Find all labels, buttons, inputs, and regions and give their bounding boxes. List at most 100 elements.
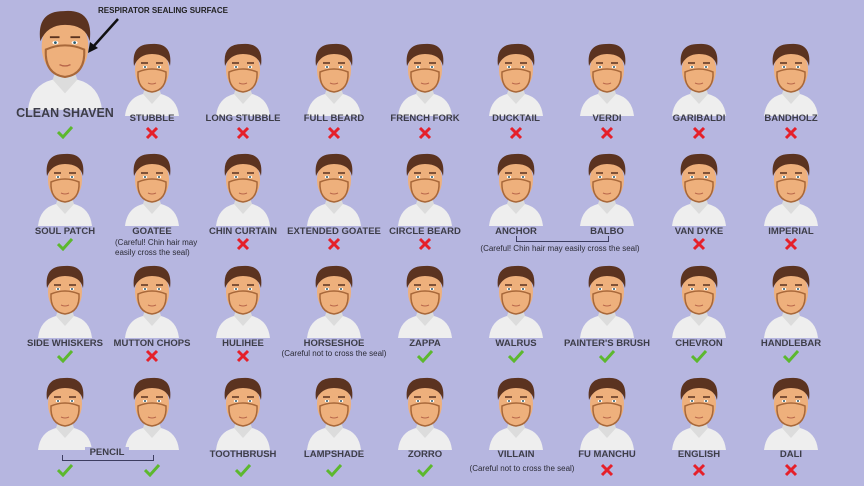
- horseshoe-note: (Careful not to cross the seal): [281, 349, 387, 358]
- check-icon: [143, 463, 161, 478]
- cross-icon: [783, 463, 799, 477]
- cross-icon: [235, 349, 251, 363]
- style-label: SOUL PATCH: [34, 226, 96, 237]
- check-icon: [56, 349, 74, 364]
- cross-icon: [691, 463, 707, 477]
- face-illustration: [390, 258, 460, 338]
- cross-icon: [691, 126, 707, 140]
- style-label: CHEVRON: [675, 338, 723, 349]
- face-illustration: [30, 146, 100, 226]
- face-illustration: [756, 36, 826, 116]
- style-label: VERDI: [592, 113, 622, 124]
- style-label: BANDHOLZ: [764, 113, 818, 124]
- face-illustration: [664, 36, 734, 116]
- style-label: VAN DYKE: [674, 226, 724, 237]
- cross-icon: [326, 126, 342, 140]
- cross-icon: [326, 237, 342, 251]
- callout-arrow: [88, 18, 119, 53]
- face-illustration: [117, 146, 187, 226]
- style-label: FU MANCHU: [578, 449, 636, 460]
- style-label: SIDE WHISKERS: [26, 338, 103, 349]
- style-label: ZORRO: [407, 449, 443, 460]
- check-icon: [598, 349, 616, 364]
- face-illustration: [664, 146, 734, 226]
- face-illustration: [756, 258, 826, 338]
- cross-icon: [783, 237, 799, 251]
- face-illustration: [299, 36, 369, 116]
- pencil-label: PENCIL: [85, 447, 129, 458]
- cross-icon: [417, 126, 433, 140]
- face-illustration: [756, 370, 826, 450]
- face-illustration: [208, 258, 278, 338]
- villain-note: (Careful not to cross the seal): [469, 464, 575, 473]
- callout-label: RESPIRATOR SEALING SURFACE: [98, 6, 228, 15]
- check-icon: [507, 349, 525, 364]
- cross-icon: [599, 126, 615, 140]
- face-illustration: [117, 258, 187, 338]
- style-label: CHIN CURTAIN: [209, 226, 277, 237]
- face-illustration: [481, 36, 551, 116]
- style-label: LONG STUBBLE: [205, 113, 281, 124]
- face-illustration: [664, 258, 734, 338]
- face-illustration: [481, 370, 551, 450]
- face-illustration: [208, 370, 278, 450]
- face-illustration: [299, 258, 369, 338]
- check-icon: [325, 463, 343, 478]
- cross-icon: [144, 126, 160, 140]
- face-illustration: [390, 146, 460, 226]
- check-icon: [690, 349, 708, 364]
- check-icon: [56, 463, 74, 478]
- face-illustration: [17, 0, 113, 110]
- style-label: GOATEE: [132, 226, 172, 237]
- style-label: ENGLISH: [677, 449, 721, 460]
- style-label: WALRUS: [495, 338, 537, 349]
- cross-icon: [235, 237, 251, 251]
- style-label: FRENCH FORK: [390, 113, 460, 124]
- check-icon: [56, 237, 74, 252]
- cross-icon: [599, 463, 615, 477]
- check-icon: [416, 463, 434, 478]
- style-label: ANCHOR: [495, 226, 537, 237]
- style-label: PAINTER'S BRUSH: [563, 338, 650, 349]
- style-label: CIRCLE BEARD: [389, 226, 461, 237]
- cross-icon: [144, 349, 160, 363]
- check-icon: [234, 463, 252, 478]
- face-illustration: [117, 36, 187, 116]
- face-illustration: [481, 258, 551, 338]
- face-illustration: [30, 258, 100, 338]
- style-label: DALI: [779, 449, 803, 460]
- style-label: STUBBLE: [129, 113, 175, 124]
- style-label: IMPERIAL: [768, 226, 814, 237]
- style-label: LAMPSHADE: [303, 449, 365, 460]
- style-label: BALBO: [590, 226, 624, 237]
- face-illustration: [30, 370, 100, 450]
- style-label: GARIBALDI: [672, 113, 726, 124]
- face-illustration: [299, 146, 369, 226]
- face-illustration: [117, 370, 187, 450]
- face-illustration: [572, 370, 642, 450]
- face-illustration: [390, 370, 460, 450]
- cross-icon: [235, 126, 251, 140]
- face-illustration: [208, 36, 278, 116]
- check-icon: [782, 349, 800, 364]
- face-illustration: [299, 370, 369, 450]
- anchor-balbo-bracket: [516, 236, 609, 242]
- cross-icon: [508, 126, 524, 140]
- style-label: EXTENDED GOATEE: [287, 226, 381, 237]
- goatee-note: (Careful! Chin hair may easily cross the…: [115, 238, 198, 257]
- style-label: FULL BEARD: [303, 113, 365, 124]
- style-label: HANDLEBAR: [760, 338, 822, 349]
- face-illustration: [664, 370, 734, 450]
- check-icon: [56, 125, 74, 140]
- anchor-balbo-note: (Careful! Chin hair may easily cross the…: [480, 244, 640, 253]
- cross-icon: [417, 237, 433, 251]
- style-label: ZAPPA: [409, 338, 441, 349]
- check-icon: [416, 349, 434, 364]
- face-illustration: [481, 146, 551, 226]
- style-label: HORSESHOE: [303, 338, 365, 349]
- cross-icon: [783, 126, 799, 140]
- face-illustration: [572, 258, 642, 338]
- pencil-bracket: [62, 455, 154, 461]
- style-label: MUTTON CHOPS: [113, 338, 191, 349]
- style-label: CLEAN SHAVEN: [16, 106, 114, 120]
